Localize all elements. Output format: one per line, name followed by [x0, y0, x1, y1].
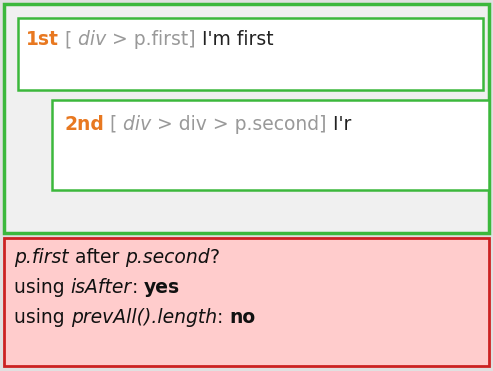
- Text: :: :: [132, 278, 144, 297]
- Text: p.first: p.first: [14, 248, 69, 267]
- FancyBboxPatch shape: [4, 238, 489, 366]
- Text: using: using: [14, 278, 70, 297]
- Text: yes: yes: [144, 278, 180, 297]
- FancyBboxPatch shape: [4, 4, 489, 233]
- Text: after: after: [69, 248, 125, 267]
- Text: ?: ?: [210, 248, 219, 267]
- Text: div: div: [72, 30, 106, 49]
- Text: I'm first: I'm first: [196, 30, 274, 49]
- Text: using: using: [14, 308, 70, 327]
- Text: :: :: [217, 308, 229, 327]
- Text: [: [: [59, 30, 72, 49]
- Text: 1st: 1st: [26, 30, 59, 49]
- FancyBboxPatch shape: [52, 100, 489, 190]
- Text: > p.first]: > p.first]: [106, 30, 196, 49]
- Text: I'r: I'r: [327, 115, 351, 134]
- Text: isAfter: isAfter: [70, 278, 132, 297]
- Text: no: no: [229, 308, 255, 327]
- FancyBboxPatch shape: [18, 18, 483, 90]
- Text: > div > p.second]: > div > p.second]: [151, 115, 327, 134]
- Text: 2nd: 2nd: [64, 115, 104, 134]
- Text: prevAll().length: prevAll().length: [70, 308, 217, 327]
- Text: [: [: [104, 115, 117, 134]
- Text: p.second: p.second: [125, 248, 210, 267]
- Text: div: div: [117, 115, 151, 134]
